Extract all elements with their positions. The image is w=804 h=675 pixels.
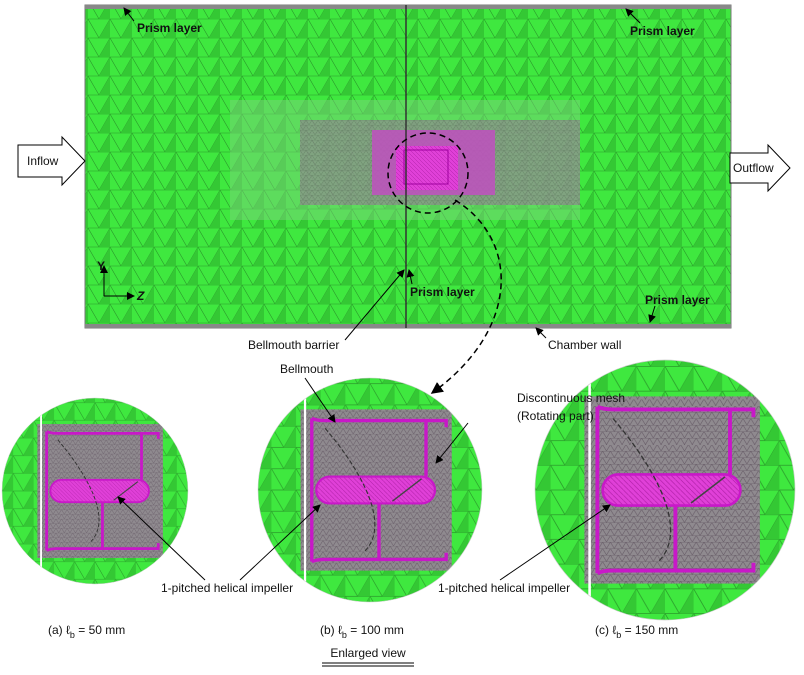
prism-label: Prism layer xyxy=(410,285,475,299)
pointer xyxy=(406,269,415,285)
pointer xyxy=(239,504,321,581)
prism-label: Prism layer xyxy=(137,21,202,35)
caption-a: (a) ℓb = 50 mm xyxy=(48,623,125,640)
pointer xyxy=(344,269,405,341)
pointer xyxy=(625,8,641,24)
inflow-label: Inflow xyxy=(27,154,59,168)
outflow-label: Outflow xyxy=(733,161,774,175)
pointer xyxy=(117,496,206,581)
axis-y-label: Y xyxy=(97,259,105,273)
enlarged-view-a xyxy=(2,398,188,584)
impeller-label: 1-pitched helical impeller xyxy=(438,581,570,595)
discontinuous-mesh-label: Discontinuous mesh xyxy=(517,391,625,405)
chamber-wall-label: Chamber wall xyxy=(548,338,621,352)
pointer xyxy=(499,504,611,581)
caption-c: (c) ℓb = 150 mm xyxy=(595,623,678,640)
discontinuous-mesh-label: (Rotating part) xyxy=(517,409,594,423)
axis-z-label: Z xyxy=(136,289,145,303)
pointer xyxy=(304,377,336,423)
computational-domain xyxy=(84,4,732,394)
pointer xyxy=(535,327,547,339)
pointer xyxy=(435,422,469,464)
pointer xyxy=(648,305,656,323)
enlarged-view-b xyxy=(258,378,482,602)
prism-label: Prism layer xyxy=(645,293,710,307)
bellmouth-barrier-label: Bellmouth barrier xyxy=(248,338,339,352)
inflow-arrow xyxy=(17,135,86,187)
outflow-arrow xyxy=(729,143,791,193)
bellmouth-label: Bellmouth xyxy=(280,362,333,376)
caption-b: (b) ℓb = 100 mm xyxy=(320,623,404,640)
impeller-label: 1-pitched helical impeller xyxy=(161,581,293,595)
prism-label: Prism layer xyxy=(630,24,695,38)
enlarged-view-title: Enlarged view xyxy=(330,646,406,660)
pointer xyxy=(123,7,135,22)
